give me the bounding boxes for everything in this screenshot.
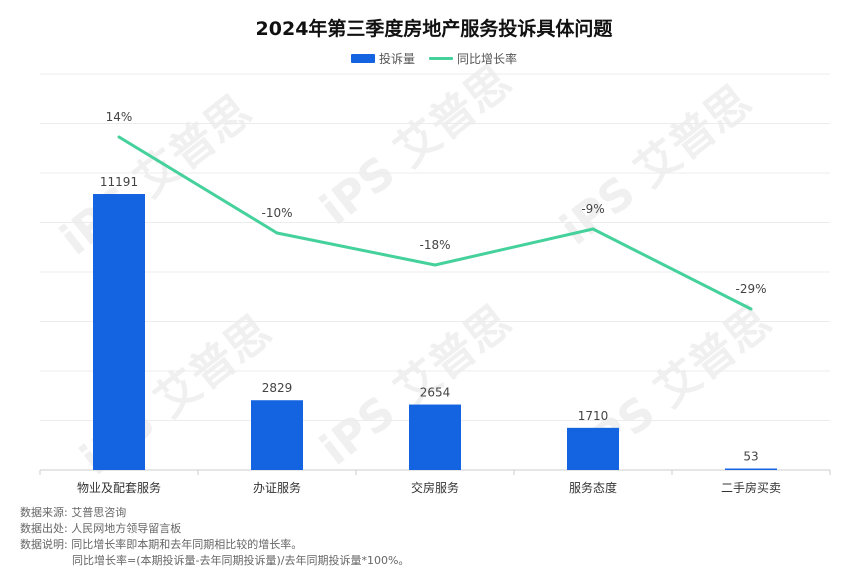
line-point bbox=[117, 135, 121, 139]
bar-value-label: 1710 bbox=[578, 409, 609, 423]
bar bbox=[725, 468, 777, 470]
legend-item-line[interactable]: 同比增长率 bbox=[429, 50, 517, 67]
legend-label-line: 同比增长率 bbox=[457, 52, 518, 66]
bar-value-label: 2654 bbox=[420, 386, 451, 400]
x-tick-label: 服务态度 bbox=[569, 480, 617, 495]
bar bbox=[251, 400, 303, 470]
x-tick-label: 二手房买卖 bbox=[721, 480, 781, 495]
line-value-label: -9% bbox=[581, 202, 604, 216]
chart-notes: 数据来源: 艾普思咨询 数据出处: 人民网地方领导留言板 数据说明: 同比增长率… bbox=[20, 505, 409, 569]
legend-label-bar: 投诉量 bbox=[378, 52, 415, 66]
bar bbox=[409, 404, 461, 470]
note-source-value: 艾普思咨询 bbox=[71, 506, 127, 519]
x-tick-label: 交房服务 bbox=[411, 480, 459, 495]
x-tick-label: 办证服务 bbox=[253, 480, 301, 495]
bar-value-label: 2829 bbox=[262, 381, 293, 395]
note-description: 数据说明: 同比增长率即本期和去年同期相比较的增长率。 bbox=[20, 537, 409, 553]
line-point bbox=[749, 307, 753, 311]
note-origin-label: 数据出处: bbox=[20, 522, 68, 535]
line-point bbox=[591, 227, 595, 231]
bar bbox=[567, 427, 619, 470]
note-formula: 同比增长率=(本期投诉量-去年同期投诉量)/去年同期投诉量*100%。 bbox=[72, 554, 410, 567]
note-source: 数据来源: 艾普思咨询 bbox=[20, 505, 409, 521]
note-desc-label: 数据说明: bbox=[20, 538, 68, 551]
chart-canvas: 11191 物业及配套服务 2829 办证服务 2654 交房服务 1710 服务态度 53 二手… bbox=[39, 73, 831, 495]
line-value-label: 14% bbox=[106, 110, 133, 124]
legend-swatch-line bbox=[429, 57, 453, 60]
note-origin: 数据出处: 人民网地方领导留言板 bbox=[20, 521, 409, 537]
x-tick-label: 物业及配套服务 bbox=[77, 480, 161, 495]
bar-value-label: 53 bbox=[743, 450, 758, 464]
note-origin-value: 人民网地方领导留言板 bbox=[71, 522, 182, 535]
line-point bbox=[275, 231, 279, 235]
bar-value-label: 11191 bbox=[100, 175, 138, 189]
legend-item-bar[interactable]: 投诉量 bbox=[350, 50, 415, 67]
line-value-label: -18% bbox=[419, 238, 450, 252]
legend-swatch-bar bbox=[350, 54, 375, 63]
line-point bbox=[433, 263, 437, 267]
note-desc-value: 同比增长率即本期和去年同期相比较的增长率。 bbox=[71, 538, 303, 551]
chart-legend: 投诉量 同比增长率 bbox=[0, 50, 868, 67]
chart-title: 2024年第三季度房地产服务投诉具体问题 bbox=[255, 18, 613, 40]
line-value-label: -29% bbox=[735, 282, 766, 296]
note-source-label: 数据来源: bbox=[20, 506, 68, 519]
line-value-label: -10% bbox=[261, 206, 292, 220]
bar bbox=[93, 194, 145, 470]
